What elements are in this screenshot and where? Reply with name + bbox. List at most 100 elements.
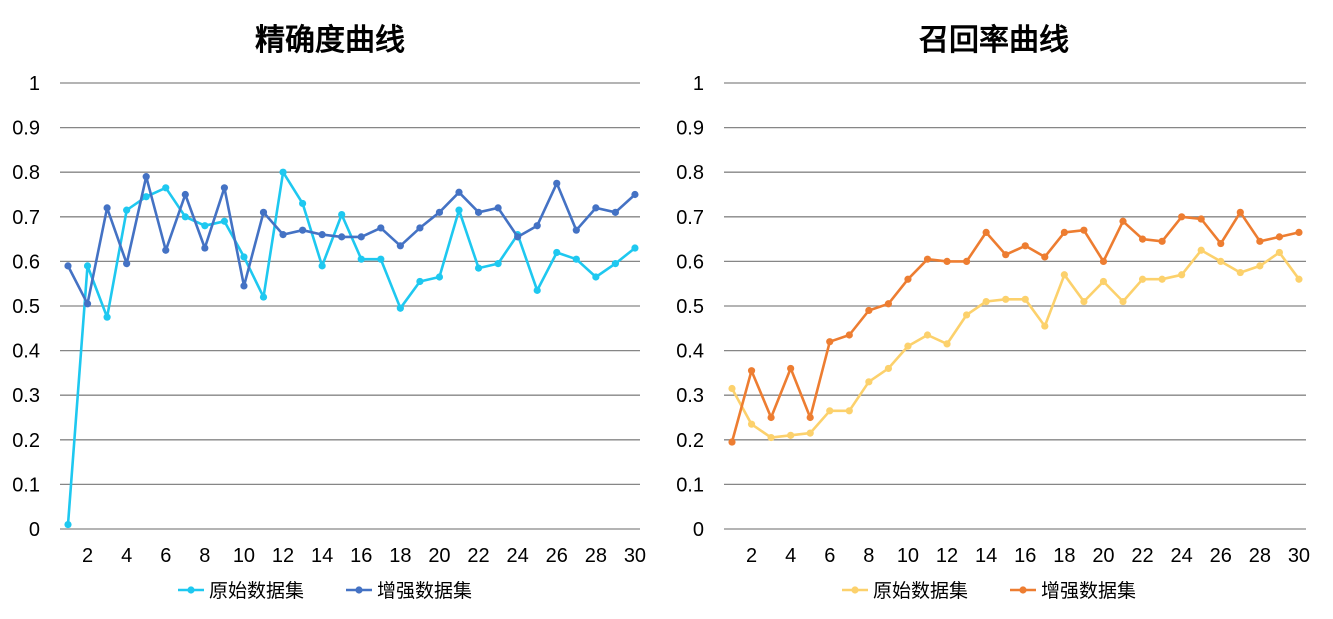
recall-data-point	[1060, 271, 1068, 279]
recall-data-point	[767, 413, 775, 422]
precision-data-point	[396, 242, 404, 250]
precision-data-point	[181, 190, 189, 199]
precision-legend-item: 增强数据集	[346, 580, 472, 602]
recall-data-point	[728, 438, 736, 446]
precision-series-1	[64, 168, 639, 529]
precision-data-point	[455, 188, 463, 196]
precision-data-point	[553, 248, 561, 257]
precision-x-tick-label: 30	[624, 545, 646, 567]
recall-data-point	[1099, 257, 1108, 265]
recall-data-point	[826, 338, 834, 346]
precision-data-point	[611, 208, 620, 216]
recall-gridlines	[724, 82, 1306, 530]
precision-data-point	[142, 173, 150, 181]
recall-data-point	[1217, 257, 1225, 265]
recall-x-tick-label: 8	[863, 545, 874, 567]
recall-data-point	[1002, 295, 1010, 303]
precision-data-point	[318, 231, 326, 239]
recall-legend-label: 增强数据集	[1041, 580, 1136, 602]
precision-chart: 精确度曲线 0 0.1 0.2 0.3 0.4 0.5 0.6 0.7 0.8 0.9 1 2 4 6 8 10…	[0, 0, 666, 619]
precision-y-tick-label: 0.6	[12, 251, 40, 273]
precision-data-point	[279, 168, 287, 176]
recall-x-tick-label: 22	[1131, 545, 1153, 567]
recall-y-tick-label: 0.7	[676, 207, 704, 229]
precision-legend-label: 增强数据集	[377, 580, 472, 602]
precision-data-point	[142, 193, 150, 201]
recall-data-point	[1119, 217, 1127, 225]
precision-x-tick-label: 28	[585, 545, 607, 567]
precision-data-point	[103, 204, 111, 212]
precision-data-point	[259, 208, 268, 216]
recall-data-point	[1138, 275, 1147, 283]
recall-data-point	[1217, 239, 1225, 248]
precision-x-tick-label: 4	[121, 545, 132, 567]
precision-x-tick-label: 20	[428, 545, 450, 567]
recall-data-point	[943, 340, 951, 348]
precision-x-tick-label: 2	[82, 545, 93, 567]
precision-x-tick-label: 12	[272, 545, 294, 567]
precision-x-tick-label: 8	[199, 545, 210, 567]
recall-series-2	[728, 208, 1303, 446]
recall-data-point	[1099, 277, 1108, 286]
precision-x-tick-label: 26	[546, 545, 568, 567]
precision-x-tick-label: 6	[160, 545, 171, 567]
precision-data-point	[396, 304, 404, 312]
recall-legend-marker	[1019, 586, 1027, 594]
precision-data-point	[220, 184, 228, 192]
recall-data-point	[865, 378, 873, 386]
recall-data-point	[1080, 297, 1088, 306]
recall-data-point	[1021, 295, 1029, 303]
precision-data-point	[416, 224, 424, 232]
recall-data-point	[747, 367, 756, 375]
precision-x-tick-label: 18	[389, 545, 411, 567]
recall-data-point	[1021, 242, 1029, 250]
recall-data-point	[943, 257, 951, 265]
recall-data-point	[1197, 215, 1205, 223]
precision-data-point	[377, 255, 385, 263]
precision-legend-marker	[355, 586, 363, 594]
precision-legend-marker	[187, 586, 195, 594]
precision-data-point	[474, 264, 483, 272]
recall-data-point	[728, 384, 736, 393]
precision-x-tick-label: 24	[507, 545, 529, 567]
precision-y-tick-label: 0.3	[12, 385, 40, 407]
recall-data-point	[1256, 262, 1264, 270]
precision-data-point	[240, 253, 248, 261]
recall-data-point	[1138, 235, 1147, 243]
precision-data-point	[201, 244, 209, 252]
recall-data-point	[787, 431, 795, 439]
recall-data-point	[904, 342, 912, 350]
precision-data-point	[64, 520, 72, 529]
recall-data-point	[1295, 228, 1303, 237]
precision-data-point	[631, 190, 639, 199]
precision-data-point	[123, 260, 131, 268]
recall-y-tick-label: 0.8	[676, 162, 704, 184]
precision-data-point	[592, 204, 600, 212]
recall-data-point	[767, 433, 775, 442]
recall-y-tick-label: 0.1	[676, 474, 704, 496]
recall-data-point	[1041, 322, 1049, 330]
recall-data-point	[1275, 248, 1283, 257]
precision-x-tick-label: 10	[233, 545, 255, 567]
recall-data-point	[1275, 233, 1283, 241]
recall-x-tick-label: 16	[1014, 545, 1036, 567]
recall-legend: 原始数据集 增强数据集	[842, 580, 1136, 602]
precision-data-point	[474, 208, 483, 216]
recall-legend-item: 增强数据集	[1010, 580, 1136, 602]
recall-data-point	[865, 306, 873, 315]
recall-data-point	[845, 407, 853, 415]
precision-data-point	[592, 273, 600, 281]
recall-x-tick-label: 12	[936, 545, 958, 567]
recall-data-point	[806, 413, 814, 422]
recall-y-tick-label: 0.9	[676, 118, 704, 140]
recall-data-point	[1236, 268, 1244, 277]
recall-legend-marker	[851, 586, 859, 594]
recall-data-point	[923, 255, 932, 263]
precision-y-tick-label: 0.2	[12, 430, 40, 452]
recall-data-point	[806, 429, 814, 437]
precision-data-point	[357, 233, 365, 241]
precision-data-point	[162, 184, 170, 192]
precision-data-point	[259, 293, 268, 301]
recall-data-point	[1158, 275, 1166, 283]
